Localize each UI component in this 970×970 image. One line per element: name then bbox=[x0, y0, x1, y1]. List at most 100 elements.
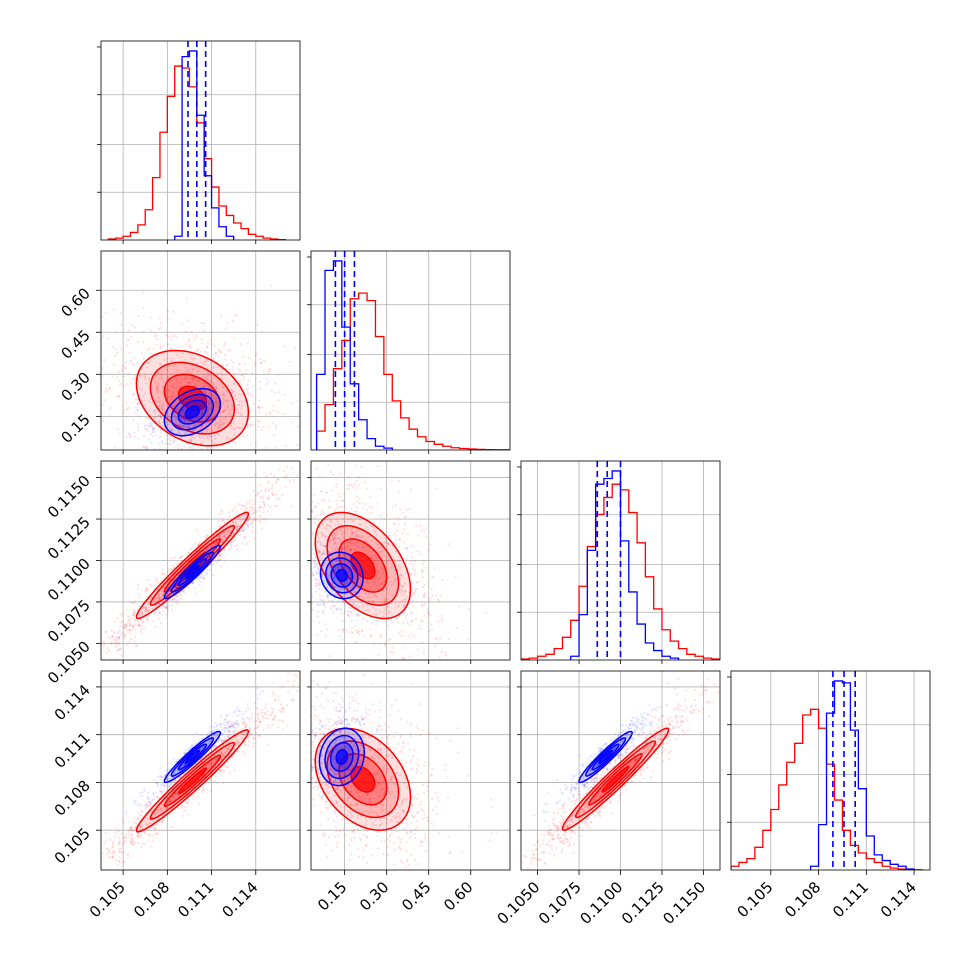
x-tick-label: 0.60 bbox=[440, 878, 476, 914]
contour-blue bbox=[170, 737, 215, 777]
contour-red bbox=[177, 767, 208, 795]
density-panel bbox=[101, 284, 300, 450]
contour-red bbox=[350, 765, 376, 793]
panel-grid bbox=[521, 671, 720, 870]
panel-frame bbox=[100, 250, 301, 451]
panel-frame bbox=[310, 670, 511, 871]
density-panel bbox=[311, 673, 498, 870]
contour-red bbox=[574, 740, 657, 819]
histogram-red bbox=[315, 292, 510, 450]
y-tick-label: 0.60 bbox=[57, 284, 93, 320]
contour-blue bbox=[170, 393, 215, 431]
density-core-blue bbox=[185, 750, 200, 764]
x-tick-label: 0.114 bbox=[219, 878, 262, 921]
panel-frame bbox=[100, 40, 301, 241]
contour-red bbox=[561, 727, 670, 831]
contour-blue bbox=[584, 737, 627, 777]
contour-red bbox=[338, 753, 388, 806]
y-tick-label: 0.45 bbox=[57, 326, 93, 362]
contour-blue bbox=[184, 564, 201, 580]
contour-blue bbox=[319, 551, 364, 600]
x-tick-label: 0.1125 bbox=[618, 878, 668, 928]
density-panel bbox=[101, 465, 299, 660]
x-tick-label: 0.1050 bbox=[494, 878, 544, 928]
contour-red bbox=[135, 729, 250, 833]
contour-red bbox=[135, 511, 250, 620]
scatter-red bbox=[311, 461, 488, 660]
contour-blue bbox=[324, 734, 360, 780]
x-tick-label: 0.15 bbox=[314, 878, 350, 914]
panel-grid bbox=[311, 671, 510, 870]
contour-blue bbox=[335, 568, 348, 582]
panel-grid bbox=[101, 251, 300, 450]
x-tick-label: 0.30 bbox=[356, 878, 392, 914]
y-tick-label: 0.1100 bbox=[44, 555, 94, 605]
density-core-red bbox=[350, 766, 375, 792]
contour-blue bbox=[177, 399, 208, 425]
y-tick-label: 0.1050 bbox=[44, 638, 94, 688]
contour-red bbox=[135, 349, 250, 447]
contour-red bbox=[588, 753, 643, 806]
contour-blue bbox=[177, 743, 208, 771]
histogram-blue bbox=[174, 50, 235, 240]
contour-red bbox=[163, 373, 222, 423]
density-core-blue bbox=[336, 569, 348, 582]
density-panel bbox=[311, 461, 488, 660]
contour-blue bbox=[335, 749, 349, 765]
y-tick-label: 0.30 bbox=[57, 368, 93, 404]
x-tick-label: 0.1075 bbox=[535, 878, 585, 928]
panel-frame bbox=[100, 670, 301, 871]
histogram-panel bbox=[315, 251, 510, 450]
contour-red bbox=[314, 727, 412, 831]
y-tick-label: 0.1125 bbox=[44, 513, 94, 563]
contour-blue bbox=[330, 563, 354, 588]
contour-blue bbox=[184, 405, 201, 419]
x-tick-label: 0.105 bbox=[86, 878, 129, 921]
density-core-red bbox=[602, 766, 629, 792]
contour-red bbox=[350, 551, 376, 580]
contour-blue bbox=[318, 727, 366, 787]
x-tick-label: 0.111 bbox=[829, 878, 872, 921]
contour-blue bbox=[163, 730, 222, 784]
panel-grid bbox=[770, 671, 915, 870]
histogram-panel bbox=[521, 461, 720, 660]
density-core-red bbox=[178, 768, 207, 794]
contour-blue bbox=[325, 557, 359, 594]
panel-grid bbox=[122, 41, 257, 240]
panel-grid bbox=[311, 461, 510, 660]
contour-red bbox=[338, 538, 388, 593]
contour-blue bbox=[163, 544, 222, 600]
contour-blue bbox=[184, 749, 201, 765]
density-core-blue bbox=[598, 750, 613, 764]
histogram-blue bbox=[570, 470, 680, 660]
contour-blue bbox=[578, 730, 633, 784]
contour-blue bbox=[170, 551, 215, 593]
contour-red bbox=[149, 361, 236, 435]
x-tick-label: 0.105 bbox=[734, 878, 777, 921]
density-core-blue bbox=[185, 565, 200, 579]
contour-blue bbox=[598, 749, 613, 765]
y-tick-label: 0.114 bbox=[51, 681, 94, 724]
x-tick-label: 0.114 bbox=[877, 878, 920, 921]
y-tick-label: 0.108 bbox=[51, 777, 94, 820]
contour-red bbox=[326, 524, 400, 606]
panel-frame bbox=[730, 670, 931, 871]
histogram-red bbox=[731, 708, 923, 870]
contour-red bbox=[601, 765, 630, 793]
contour-blue bbox=[177, 558, 208, 587]
x-tick-label: 0.108 bbox=[781, 878, 824, 921]
y-tick-label: 0.1075 bbox=[44, 596, 94, 646]
contour-red bbox=[326, 740, 400, 819]
histogram-blue bbox=[809, 680, 915, 870]
contour-red bbox=[149, 741, 236, 820]
contour-red bbox=[163, 754, 222, 808]
contour-red bbox=[163, 538, 222, 593]
y-tick-label: 0.111 bbox=[51, 729, 94, 772]
panel-grid bbox=[101, 671, 300, 870]
scatter-red bbox=[521, 678, 720, 870]
panel-frame bbox=[310, 250, 511, 451]
contour-blue bbox=[329, 741, 354, 773]
y-tick-label: 0.15 bbox=[57, 410, 93, 446]
density-panel bbox=[521, 678, 720, 870]
